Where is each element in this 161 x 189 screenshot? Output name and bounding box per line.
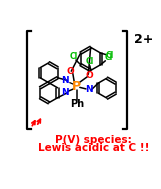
Text: P(V) species:: P(V) species: — [55, 135, 132, 145]
Text: Lewis acidic at C !!: Lewis acidic at C !! — [38, 143, 150, 153]
Text: Cl: Cl — [106, 51, 114, 60]
Text: O: O — [67, 67, 74, 76]
Text: N: N — [61, 76, 69, 85]
Text: N: N — [61, 88, 69, 97]
Text: P: P — [72, 80, 81, 93]
Text: Cl: Cl — [104, 53, 113, 62]
Text: Cl: Cl — [70, 52, 78, 61]
Text: 2+: 2+ — [134, 33, 153, 46]
Text: Cl: Cl — [86, 57, 94, 66]
Text: O: O — [85, 70, 93, 80]
Text: N: N — [85, 85, 93, 94]
Text: Ph: Ph — [70, 99, 84, 109]
